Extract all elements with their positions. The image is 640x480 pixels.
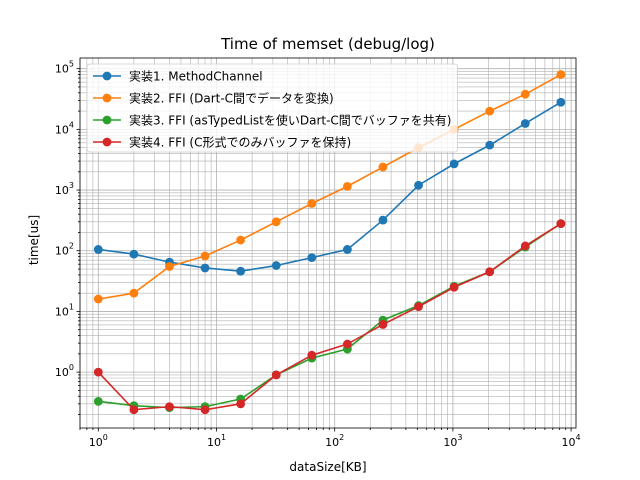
x-tick-label: 102 bbox=[325, 433, 344, 449]
x-axis-label: dataSize[KB] bbox=[289, 460, 366, 474]
data-point bbox=[556, 97, 566, 107]
legend-marker bbox=[102, 137, 112, 147]
data-point bbox=[342, 339, 352, 349]
x-tick-label: 101 bbox=[207, 433, 226, 449]
legend-box bbox=[86, 63, 458, 153]
series-line bbox=[98, 73, 562, 300]
data-point bbox=[129, 249, 139, 259]
legend-label: 実装3. FFI (asTypedListを使いDart-C間でバッファを共有) bbox=[129, 113, 452, 128]
y-tick-label: 101 bbox=[55, 302, 74, 318]
legend-label: 実装1. MethodChannel bbox=[129, 69, 263, 84]
series-line bbox=[98, 101, 562, 273]
plot-frame bbox=[79, 57, 577, 429]
data-point bbox=[271, 261, 281, 270]
data-point bbox=[236, 266, 246, 276]
data-point bbox=[342, 181, 352, 191]
x-tick-label: 103 bbox=[443, 433, 462, 449]
data-point bbox=[378, 162, 388, 172]
data-point bbox=[414, 180, 423, 190]
data-point bbox=[200, 263, 210, 273]
data-point bbox=[129, 405, 139, 415]
data-point bbox=[378, 320, 388, 329]
data-point bbox=[93, 294, 103, 304]
data-point bbox=[449, 282, 459, 292]
series-line bbox=[97, 222, 562, 411]
data-point bbox=[485, 267, 495, 277]
ticks: 100 101 102 103 104 100 101 102 103 104 105 bbox=[55, 60, 581, 449]
legend-marker bbox=[102, 115, 112, 125]
y-axis-label: time[us] bbox=[27, 215, 41, 265]
chart-title: Time of memset (debug/log) bbox=[220, 35, 435, 53]
data-point bbox=[307, 350, 317, 360]
data-point bbox=[200, 405, 210, 415]
data-point bbox=[271, 217, 281, 227]
x-tick-label: 100 bbox=[89, 433, 108, 449]
data-point bbox=[165, 262, 174, 271]
data-point bbox=[236, 235, 246, 245]
data-point bbox=[520, 119, 530, 128]
x-tick-label: 104 bbox=[562, 433, 581, 449]
data-point bbox=[129, 288, 139, 298]
data-point bbox=[485, 106, 495, 116]
legend-label: 実装2. FFI (Dart-C間でデータを変換) bbox=[129, 91, 334, 106]
data-point bbox=[485, 140, 495, 150]
y-tick-label: 103 bbox=[55, 181, 74, 197]
data-point bbox=[556, 70, 566, 79]
data-point bbox=[342, 245, 352, 254]
y-tick-label: 100 bbox=[55, 363, 74, 379]
data-point bbox=[556, 219, 566, 229]
data-point bbox=[236, 399, 246, 409]
data-point bbox=[307, 253, 317, 263]
legend: 実装1. MethodChannel 実装2. FFI (Dart-C間でデータを… bbox=[86, 63, 458, 153]
data-point bbox=[93, 367, 103, 377]
y-tick-label: 105 bbox=[55, 60, 74, 76]
data-point bbox=[165, 402, 174, 412]
data-point bbox=[93, 396, 103, 406]
data-point bbox=[271, 370, 281, 380]
legend-label: 実装4. FFI (C形式でのみバッファを保持) bbox=[129, 135, 351, 150]
data-point bbox=[414, 302, 423, 312]
data-point bbox=[520, 241, 530, 251]
legend-marker bbox=[102, 71, 112, 81]
data-point bbox=[378, 215, 388, 225]
legend-marker bbox=[102, 93, 112, 103]
y-tick-label: 104 bbox=[55, 120, 74, 136]
data-point bbox=[200, 251, 210, 261]
data-point bbox=[307, 199, 317, 208]
y-tick-label: 102 bbox=[55, 242, 74, 258]
data-point bbox=[449, 159, 459, 169]
data-point bbox=[520, 89, 530, 99]
data-point bbox=[93, 245, 103, 254]
